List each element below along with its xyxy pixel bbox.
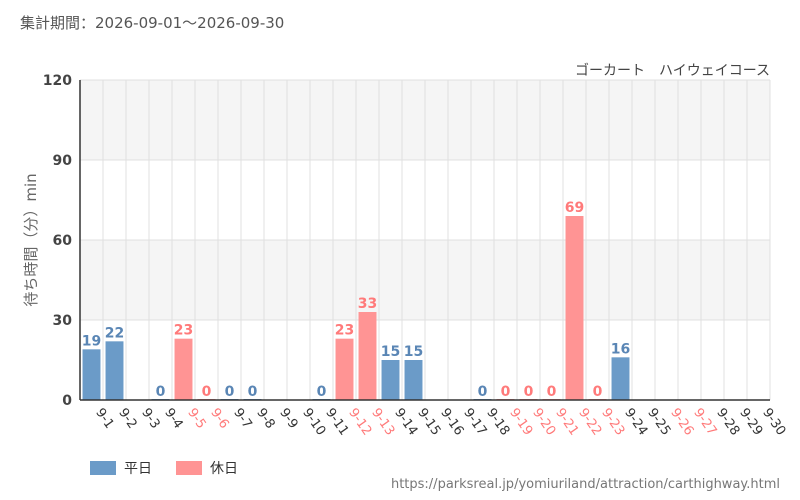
legend-weekday-label: 平日 [124,461,152,477]
x-tick-label-9-28: 9-28 [713,406,742,439]
data-label-9-24: 16 [611,341,630,357]
data-label-9-8: 0 [248,384,258,400]
x-tick-label-9-9: 9-9 [276,406,300,432]
y-tick-label: 120 [43,73,72,89]
x-tick-label-9-22: 9-22 [575,406,604,439]
x-tick-label-9-8: 9-8 [253,406,277,432]
legend-weekday-swatch [90,461,116,475]
x-tick-label-9-20: 9-20 [529,406,558,439]
legend-holiday: 休日 [176,458,238,478]
x-tick-label-9-7: 9-7 [230,406,254,432]
bar-9-24 [611,357,630,400]
y-axis-label: 待ち時間（分）min [22,173,40,306]
x-tick-label-9-6: 9-6 [207,406,231,432]
data-label-9-19: 0 [501,384,511,400]
data-label-9-23: 0 [593,384,603,400]
x-tick-label-9-14: 9-14 [391,406,420,439]
data-label-9-2: 22 [105,325,124,341]
x-tick-label-9-11: 9-11 [322,406,351,439]
x-tick-label-9-19: 9-19 [506,406,535,439]
legend-holiday-swatch [176,461,202,475]
x-tick-label-9-25: 9-25 [644,406,673,439]
attraction-title: ゴーカート ハイウェイコース [574,63,770,79]
y-axis: 0 30 60 90 120 [43,73,81,409]
x-axis: 9-19-29-39-49-59-69-79-89-99-109-119-129… [80,399,788,439]
data-label-9-11: 0 [317,384,327,400]
bar-9-2 [105,341,124,400]
data-label-9-5: 23 [174,323,193,339]
data-label-9-21: 0 [547,384,557,400]
data-label-9-12: 23 [335,323,354,339]
bar-9-22 [565,216,584,400]
x-tick-label-9-15: 9-15 [414,406,443,439]
data-label-9-13: 33 [358,296,377,312]
bar-9-1 [82,349,101,400]
data-label-9-15: 15 [404,344,423,360]
legend-weekday: 平日 [90,458,152,478]
data-label-9-20: 0 [524,384,534,400]
x-tick-label-9-16: 9-16 [437,406,466,439]
bar-9-13 [358,312,377,400]
bar-9-5 [174,338,193,400]
x-tick-label-9-4: 9-4 [161,406,185,432]
bar-9-15 [404,360,423,400]
bar-9-12 [335,338,354,400]
x-tick-label-9-3: 9-3 [138,406,162,432]
data-label-9-1: 19 [82,333,101,349]
x-tick-label-9-10: 9-10 [299,406,328,439]
data-label-9-18: 0 [478,384,488,400]
data-label-9-4: 0 [156,384,166,400]
data-label-9-22: 69 [565,200,584,216]
x-tick-label-9-30: 9-30 [759,406,788,439]
data-label-9-7: 0 [225,384,235,400]
x-tick-label-9-23: 9-23 [598,406,627,439]
period-label: 集計期間：2026-09-01～2026-09-30 [20,14,285,32]
x-tick-label-9-21: 9-21 [552,406,581,439]
data-label-9-14: 15 [381,344,400,360]
y-tick-label: 90 [53,153,73,169]
x-tick-label-9-17: 9-17 [460,406,489,439]
x-tick-label-9-24: 9-24 [621,406,650,439]
x-tick-label-9-2: 9-2 [115,406,139,432]
x-tick-label-9-26: 9-26 [667,406,696,439]
y-tick-label: 0 [62,393,72,409]
x-tick-label-9-27: 9-27 [690,406,719,439]
source-url: https://parksreal.jp/yomiuriland/attract… [390,477,780,492]
legend-holiday-label: 休日 [210,461,238,477]
bars [82,216,630,400]
y-tick-label: 60 [53,233,73,249]
bar-9-14 [381,360,400,400]
x-tick-label-9-5: 9-5 [184,406,208,432]
x-tick-label-9-12: 9-12 [345,406,374,439]
y-tick-label: 30 [53,313,73,329]
x-tick-label-9-18: 9-18 [483,406,512,439]
data-label-9-6: 0 [202,384,212,400]
x-tick-label-9-13: 9-13 [368,406,397,439]
x-tick-label-9-1: 9-1 [92,406,116,432]
x-tick-label-9-29: 9-29 [736,406,765,439]
